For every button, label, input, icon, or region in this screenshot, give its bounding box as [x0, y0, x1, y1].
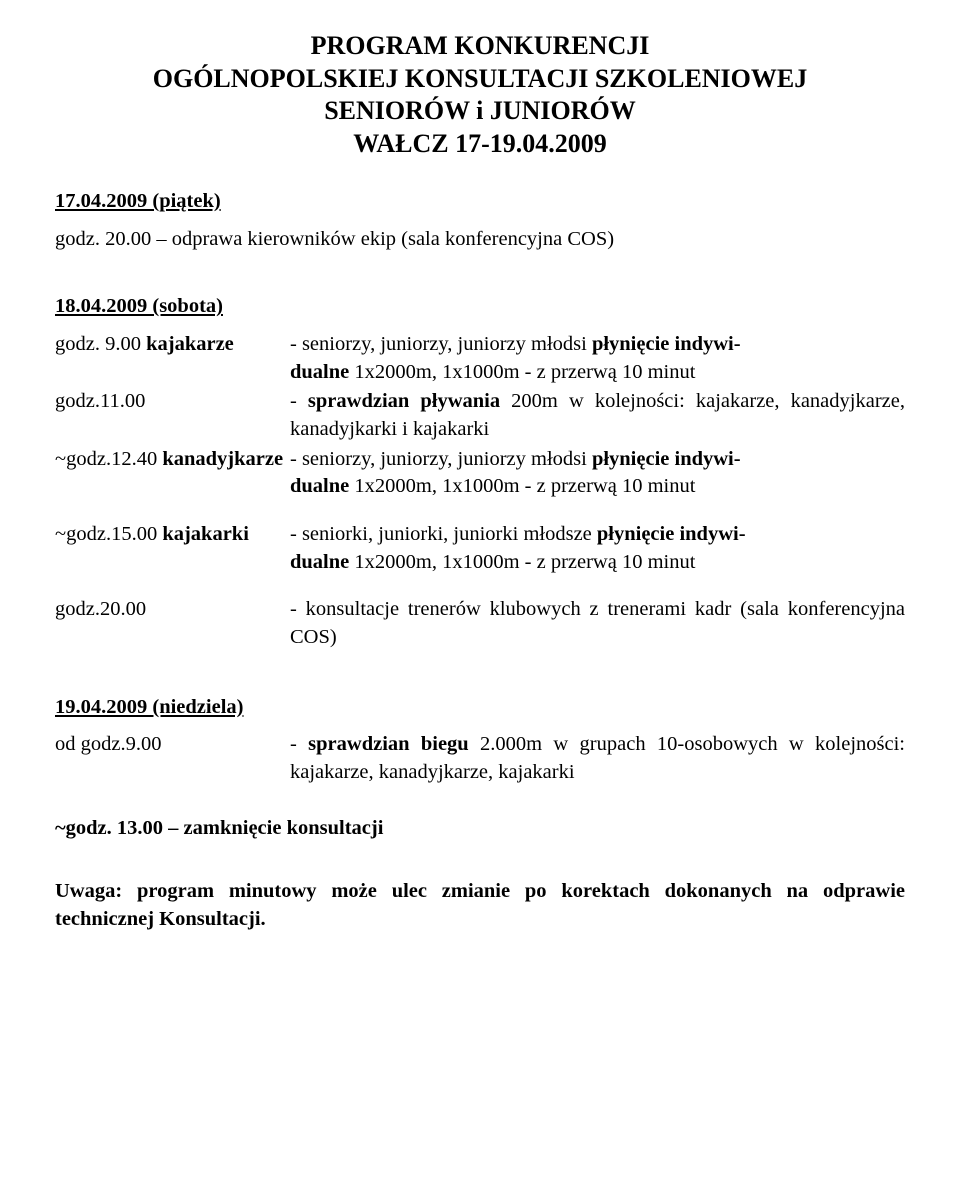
desc-bold: płynięcie indywi- [597, 523, 746, 545]
desc-text: - seniorzy, juniorzy, juniorzy młodsi [290, 448, 592, 470]
desc-bold: płynięcie indywi- [592, 448, 741, 470]
desc-bold-cont: dualne [290, 475, 349, 497]
desc-bold: sprawdzian pływania [308, 390, 500, 412]
desc-text: - [290, 390, 308, 412]
entry-time: od godz.9.00 [55, 731, 290, 759]
time-discipline: kajakarze [146, 333, 234, 355]
time-text: godz. 9.00 [55, 333, 146, 355]
desc-rest: 1x2000m, 1x1000m - z przerwą 10 minut [349, 361, 695, 383]
entry-desc: - seniorzy, juniorzy, juniorzy młodsi pł… [290, 331, 905, 386]
time-text: godz.11.00 [55, 390, 145, 412]
entry-time: godz.20.00 [55, 596, 290, 624]
desc-text: - [290, 733, 308, 755]
title-line-1: PROGRAM KONKURENCJI [55, 30, 905, 63]
document-title: PROGRAM KONKURENCJI OGÓLNOPOLSKIEJ KONSU… [55, 30, 905, 160]
title-line-3: SENIORÓW i JUNIORÓW [55, 95, 905, 128]
entry-time: godz. 9.00 kajakarze [55, 331, 290, 359]
time-text: godz.20.00 [55, 598, 146, 620]
entry-time: ~godz.12.40 kanadyjkarze [55, 446, 315, 474]
desc-bold-cont: dualne [290, 361, 349, 383]
friday-line: godz. 20.00 – odprawa kierowników ekip (… [55, 226, 905, 254]
entry-desc: - seniorzy, juniorzy, juniorzy młodsi pł… [290, 446, 905, 501]
schedule-entry: ~godz.15.00 kajakarki - seniorki, junior… [55, 521, 905, 576]
desc-rest: 1x2000m, 1x1000m - z przerwą 10 minut [349, 475, 695, 497]
time-discipline: kanadyjkarze [162, 448, 283, 470]
schedule-entry: ~godz.12.40 kanadyjkarze - seniorzy, jun… [55, 446, 905, 501]
title-line-2: OGÓLNOPOLSKIEJ KONSULTACJI SZKOLENIOWEJ [55, 63, 905, 96]
schedule-entry: godz. 9.00 kajakarze - seniorzy, juniorz… [55, 331, 905, 386]
schedule-entry: od godz.9.00 - sprawdzian biegu 2.000m w… [55, 731, 905, 786]
schedule-entry: godz.11.00 - sprawdzian pływania 200m w … [55, 388, 905, 443]
desc-bold: płynięcie indywi- [592, 333, 741, 355]
entry-time: ~godz.15.00 kajakarki [55, 521, 290, 549]
entry-desc: - konsultacje trenerów klubowych z trene… [290, 596, 905, 651]
desc-bold: sprawdzian biegu [308, 733, 469, 755]
schedule-entry: godz.20.00 - konsultacje trenerów klubow… [55, 596, 905, 651]
entry-desc: - seniorki, juniorki, juniorki młodsze p… [290, 521, 905, 576]
entry-desc: - sprawdzian pływania 200m w kolejności:… [290, 388, 905, 443]
desc-rest: 1x2000m, 1x1000m - z przerwą 10 minut [349, 551, 695, 573]
time-text: ~godz.15.00 [55, 523, 162, 545]
entry-time: godz.11.00 [55, 388, 290, 416]
desc-text: - seniorzy, juniorzy, juniorzy młodsi [290, 333, 592, 355]
sunday-date: 19.04.2009 (niedziela) [55, 694, 905, 722]
saturday-date: 18.04.2009 (sobota) [55, 293, 905, 321]
close-line: ~godz. 13.00 – zamknięcie konsultacji [55, 815, 905, 843]
desc-text: - seniorki, juniorki, juniorki młodsze [290, 523, 597, 545]
entry-desc: - sprawdzian biegu 2.000m w grupach 10-o… [290, 731, 905, 786]
time-text: ~godz.12.40 [55, 448, 162, 470]
desc-text: - konsultacje trenerów klubowych z trene… [290, 598, 905, 648]
time-discipline: kajakarki [162, 523, 249, 545]
friday-date: 17.04.2009 (piątek) [55, 188, 905, 216]
time-text: od godz.9.00 [55, 733, 161, 755]
desc-bold-cont: dualne [290, 551, 349, 573]
title-line-4: WAŁCZ 17-19.04.2009 [55, 128, 905, 161]
footer-note: Uwaga: program minutowy może ulec zmiani… [55, 878, 905, 933]
